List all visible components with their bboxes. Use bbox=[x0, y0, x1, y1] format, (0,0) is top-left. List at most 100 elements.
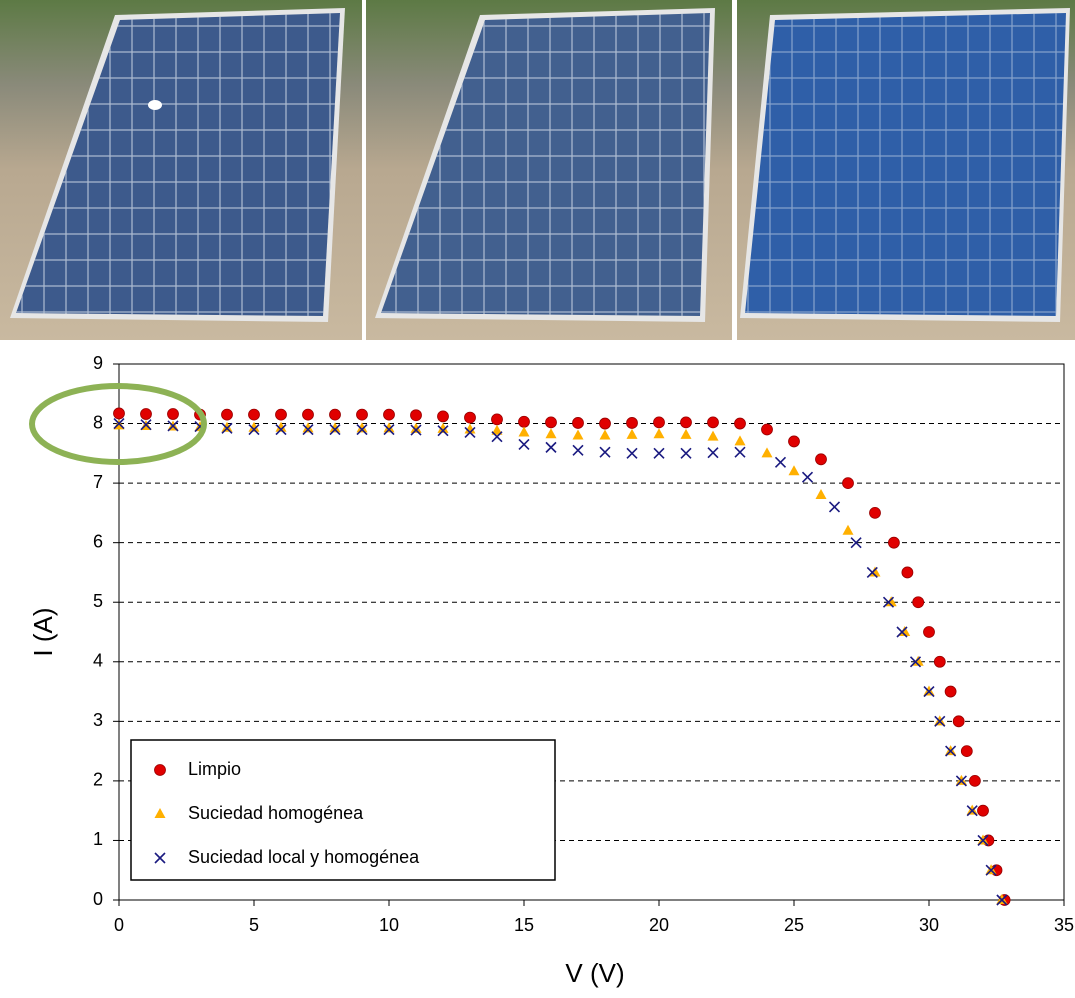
legend-box bbox=[130, 739, 556, 881]
point bbox=[275, 408, 287, 421]
point bbox=[167, 420, 179, 432]
point bbox=[788, 465, 800, 476]
point bbox=[437, 425, 449, 437]
point bbox=[383, 408, 395, 421]
point bbox=[888, 536, 900, 549]
point bbox=[761, 423, 773, 436]
y-axis-title: I (A) bbox=[28, 607, 58, 656]
point bbox=[707, 430, 719, 441]
x-tick-label: 30 bbox=[919, 915, 939, 935]
point bbox=[774, 456, 787, 468]
point bbox=[934, 715, 946, 727]
point bbox=[464, 411, 476, 424]
point bbox=[167, 408, 179, 420]
point bbox=[248, 421, 260, 432]
x-tick-label: 35 bbox=[1054, 915, 1074, 935]
y-tick-label: 7 bbox=[93, 472, 103, 492]
point bbox=[599, 446, 611, 458]
y-tick-label: 3 bbox=[93, 710, 103, 730]
point bbox=[882, 596, 895, 608]
point bbox=[680, 428, 692, 439]
point bbox=[933, 655, 946, 668]
point bbox=[815, 453, 827, 466]
point bbox=[275, 423, 287, 436]
point bbox=[437, 410, 449, 423]
point bbox=[626, 447, 638, 459]
legend-label: Suciedad homogénea bbox=[188, 803, 364, 823]
point bbox=[302, 408, 314, 421]
point bbox=[885, 596, 897, 607]
y-tick-label: 0 bbox=[93, 889, 103, 909]
photos bbox=[0, 0, 1075, 340]
point bbox=[302, 422, 314, 433]
y-tick-label: 8 bbox=[93, 412, 103, 432]
point bbox=[221, 422, 233, 434]
point bbox=[464, 423, 476, 434]
point bbox=[850, 537, 862, 549]
point bbox=[866, 566, 878, 579]
photo-dirty bbox=[0, 0, 362, 340]
point bbox=[356, 408, 368, 421]
x-tick-label: 20 bbox=[649, 915, 669, 935]
y-tick-label: 6 bbox=[93, 531, 103, 551]
legend-marker bbox=[154, 852, 166, 864]
point bbox=[113, 407, 125, 420]
point bbox=[140, 419, 152, 431]
point bbox=[329, 423, 341, 436]
plot: 0 1 2 3 4 5 6 7 8 9 0 5 10 15 20 25 30 35 V (V) I (A) Limpio… bbox=[28, 353, 1074, 988]
point bbox=[140, 408, 152, 420]
y-tick-label: 1 bbox=[93, 829, 103, 849]
point bbox=[966, 805, 978, 817]
point bbox=[707, 447, 719, 459]
point bbox=[869, 506, 881, 519]
legend-marker bbox=[154, 764, 166, 776]
point bbox=[113, 417, 125, 430]
point bbox=[969, 774, 981, 787]
point bbox=[491, 413, 503, 426]
point bbox=[842, 524, 854, 535]
point bbox=[945, 745, 957, 757]
point bbox=[491, 431, 503, 443]
point bbox=[248, 423, 260, 436]
point bbox=[410, 424, 422, 436]
point bbox=[518, 438, 530, 450]
x-tick-label: 25 bbox=[784, 915, 804, 935]
point bbox=[383, 422, 395, 433]
point bbox=[680, 447, 692, 459]
point bbox=[944, 685, 957, 698]
point bbox=[899, 626, 911, 636]
point bbox=[572, 444, 584, 456]
point bbox=[599, 429, 611, 440]
point bbox=[960, 745, 973, 758]
point bbox=[828, 501, 841, 513]
point bbox=[909, 656, 922, 668]
point bbox=[410, 422, 422, 433]
point bbox=[734, 446, 746, 458]
x-tick-label: 0 bbox=[114, 915, 124, 935]
legend-label: Suciedad local y homogénea bbox=[188, 847, 420, 867]
point bbox=[275, 421, 287, 432]
y-tick-label: 9 bbox=[93, 353, 103, 373]
series bbox=[113, 407, 1011, 906]
point bbox=[955, 775, 967, 787]
point bbox=[734, 417, 746, 430]
point bbox=[952, 715, 965, 728]
point bbox=[248, 408, 260, 421]
point bbox=[996, 894, 1008, 906]
point bbox=[923, 626, 935, 638]
point bbox=[329, 408, 341, 421]
point bbox=[707, 416, 719, 429]
point bbox=[572, 429, 584, 440]
point bbox=[410, 409, 422, 422]
point bbox=[221, 421, 233, 432]
point bbox=[356, 422, 368, 433]
point bbox=[901, 566, 914, 579]
point bbox=[869, 566, 881, 577]
series bbox=[113, 419, 1008, 904]
point bbox=[912, 596, 925, 609]
point bbox=[599, 417, 611, 430]
point bbox=[383, 423, 395, 436]
series bbox=[113, 417, 1008, 906]
point bbox=[923, 685, 935, 698]
